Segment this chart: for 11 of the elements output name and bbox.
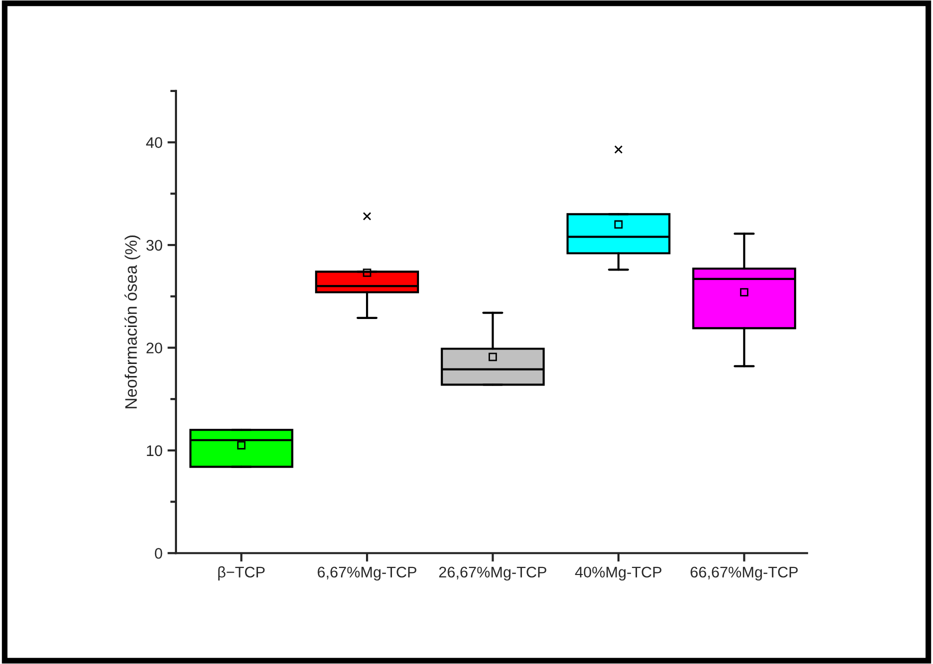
y-axis-title: Neoformación ósea (%) <box>124 236 140 408</box>
x-tick-label: β−TCP <box>218 566 265 581</box>
x-tick-label: 26,67%Mg-TCP <box>439 566 546 581</box>
y-tick-label: 20 <box>146 342 162 354</box>
y-tick-label: 0 <box>154 548 162 559</box>
x-tick-label: 40%Mg-TCP <box>575 566 662 581</box>
y-tick-label: 40 <box>146 137 162 148</box>
y-tick-label: 30 <box>146 240 162 251</box>
x-tick-label: 66,67%Mg-TCP <box>690 566 798 581</box>
x-tick-label: 6,67%Mg-TCP <box>318 566 416 581</box>
y-tick-label: 10 <box>146 445 162 456</box>
